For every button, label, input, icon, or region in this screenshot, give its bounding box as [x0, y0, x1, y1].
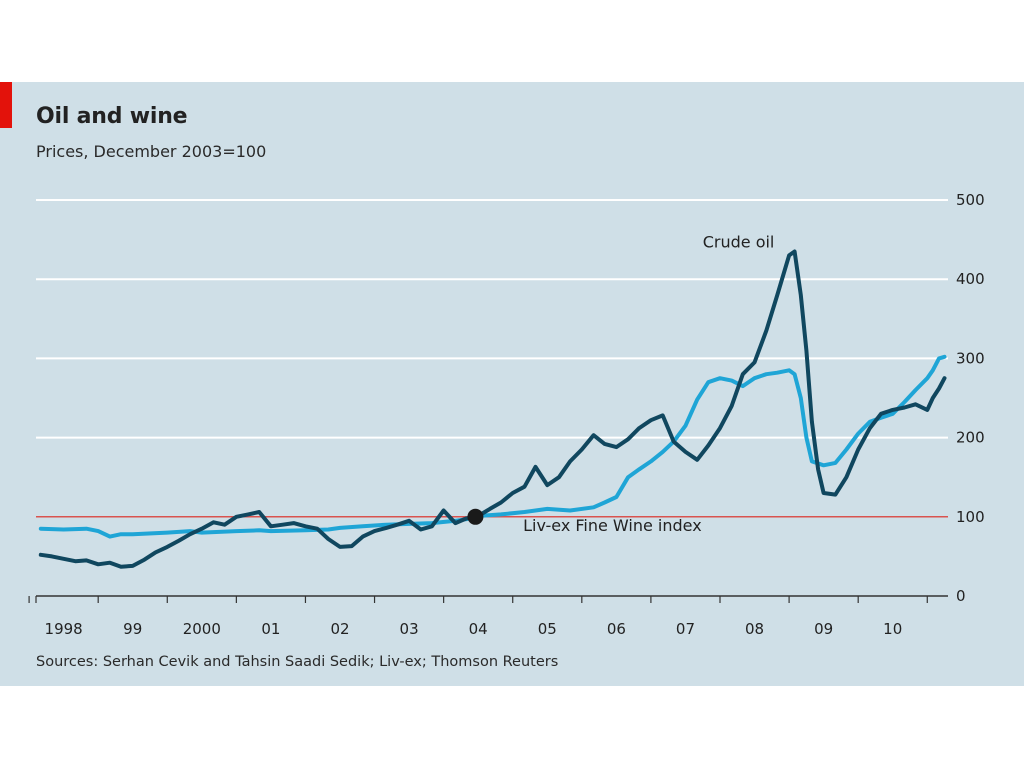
x-tick-label: 08 — [745, 620, 764, 638]
x-tick-label: 09 — [814, 620, 833, 638]
y-axis-ticks: 0 100 200 300 400 500 — [956, 191, 985, 605]
annotations: Crude oil Liv-ex Fine Wine index — [523, 233, 774, 536]
x-tick-label: 2000 — [183, 620, 221, 638]
x-tick-label: 1998 — [45, 620, 83, 638]
line-chart: 0 100 200 300 400 500 1998 99 2000 01 02 03 04 05 06 0… — [28, 191, 985, 638]
x-tick-label: 01 — [261, 620, 280, 638]
y-tick-label: 100 — [956, 508, 985, 526]
reference-marker — [467, 508, 484, 525]
chart-subtitle: Prices, December 2003=100 — [36, 142, 267, 161]
y-tick-label: 300 — [956, 349, 985, 367]
source-note: Sources: Serhan Cevik and Tahsin Saadi S… — [36, 654, 559, 670]
series-line-crude-oil — [38, 249, 947, 569]
wine-index-label: Liv-ex Fine Wine index — [523, 516, 702, 535]
y-tick-label: 400 — [956, 270, 985, 288]
crude-oil-label: Crude oil — [703, 233, 775, 252]
y-tick-label: 200 — [956, 429, 985, 447]
x-axis: 1998 99 2000 01 02 03 04 05 06 07 08 09 10 — [28, 595, 948, 638]
x-tick-label: 06 — [607, 620, 626, 638]
x-tick-label: 04 — [469, 620, 488, 638]
x-tick-label: 07 — [676, 620, 695, 638]
y-tick-label: 0 — [956, 587, 966, 605]
base-date-marker — [467, 508, 484, 525]
series-lines — [38, 249, 947, 569]
series-line-wine — [38, 354, 947, 539]
x-tick-label: 05 — [538, 620, 557, 638]
chart-title: Oil and wine — [36, 104, 188, 129]
x-tick-label: 10 — [883, 620, 902, 638]
grid-lines — [36, 199, 948, 518]
x-tick-label: 99 — [123, 620, 142, 638]
x-tick-label: 03 — [400, 620, 419, 638]
x-tick-label: 02 — [330, 620, 349, 638]
chart-panel: Oil and wine Prices, December 2003=100 0… — [0, 82, 1024, 686]
red-corner-tag — [0, 82, 12, 128]
y-tick-label: 500 — [956, 191, 985, 209]
